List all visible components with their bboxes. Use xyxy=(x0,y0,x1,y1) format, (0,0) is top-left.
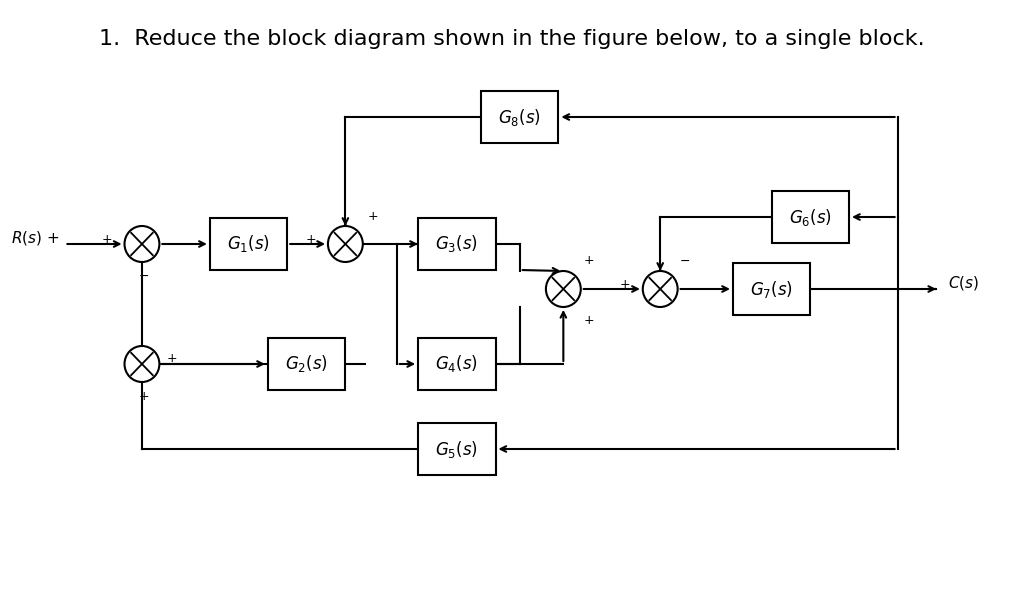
Bar xyxy=(733,263,810,315)
Circle shape xyxy=(125,226,160,262)
Bar xyxy=(268,338,345,390)
Text: $G_7(s)$: $G_7(s)$ xyxy=(751,279,794,300)
Text: $C(s)$: $C(s)$ xyxy=(948,274,979,292)
Text: $R(s)$ +: $R(s)$ + xyxy=(11,229,59,247)
Text: $G_4(s)$: $G_4(s)$ xyxy=(435,353,478,374)
Text: +: + xyxy=(101,232,113,246)
Text: +: + xyxy=(584,314,594,328)
Text: +: + xyxy=(167,352,177,365)
Circle shape xyxy=(643,271,678,307)
Circle shape xyxy=(125,346,160,382)
Text: +: + xyxy=(305,232,315,246)
Bar xyxy=(418,338,496,390)
Text: +: + xyxy=(138,389,150,403)
Bar xyxy=(481,91,558,143)
Text: 1.  Reduce the block diagram shown in the figure below, to a single block.: 1. Reduce the block diagram shown in the… xyxy=(99,29,925,49)
Text: $G_8(s)$: $G_8(s)$ xyxy=(499,107,542,128)
Text: +: + xyxy=(620,277,631,291)
Circle shape xyxy=(328,226,362,262)
Text: +: + xyxy=(368,210,378,222)
Bar xyxy=(418,423,496,475)
Text: −: − xyxy=(138,270,150,283)
Text: −: − xyxy=(680,255,690,268)
Text: $G_2(s)$: $G_2(s)$ xyxy=(285,353,328,374)
Bar xyxy=(210,218,288,270)
Text: $G_5(s)$: $G_5(s)$ xyxy=(435,438,478,459)
Text: $G_1(s)$: $G_1(s)$ xyxy=(227,234,270,255)
Circle shape xyxy=(546,271,581,307)
Bar xyxy=(418,218,496,270)
Text: $G_3(s)$: $G_3(s)$ xyxy=(435,234,478,255)
Bar xyxy=(772,191,849,243)
Text: $G_6(s)$: $G_6(s)$ xyxy=(788,207,831,228)
Text: +: + xyxy=(584,255,594,268)
